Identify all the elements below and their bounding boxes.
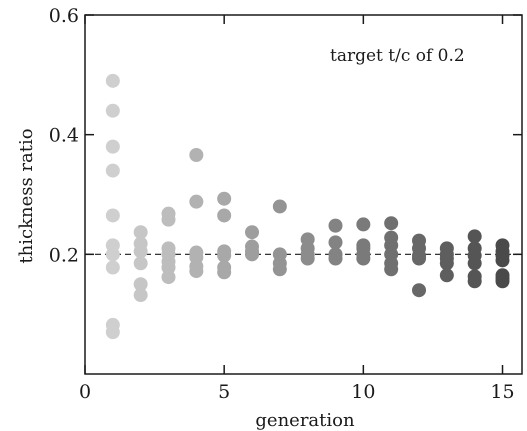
data-points [105,73,510,340]
data-point-gen15-3 [495,253,510,268]
data-point-gen12-3 [412,251,427,266]
data-point-gen4-1 [189,194,204,209]
x-axis-label: generation [255,410,355,431]
data-point-gen2-4 [133,277,148,292]
data-point-gen2-0 [133,225,148,240]
data-point-gen3-6 [161,270,176,285]
data-point-gen9-1 [328,235,343,250]
data-point-gen5-0 [217,191,232,206]
data-point-gen10-4 [356,251,371,266]
data-point-gen13-4 [439,268,454,283]
data-point-gen12-4 [412,283,427,298]
plot-border [84,14,523,375]
data-point-gen4-0 [189,148,204,163]
data-point-gen8-3 [300,251,315,266]
x-tick-label-15: 15 [490,381,514,403]
data-point-gen3-5 [161,260,176,275]
y-tick-label-0.6: 0.6 [49,5,79,27]
annotation-target: target t/c of 0.2 [330,46,465,66]
data-point-gen1-2 [105,139,120,154]
x-tick-label-5: 5 [218,381,230,403]
x-tick-label-0: 0 [79,381,91,403]
data-point-gen10-0 [356,217,371,232]
data-point-gen9-3 [328,251,343,266]
data-point-gen1-7 [105,260,120,275]
y-axis-label: thickness ratio [16,128,37,263]
data-point-gen14-5 [467,274,482,289]
data-point-gen1-3 [105,163,120,178]
data-point-gen1-4 [105,208,120,223]
y-tick-label-0.2: 0.2 [49,244,79,266]
axis-ticks: 0 5 10 15 0.2 0.4 0.6 [49,5,522,403]
data-point-gen15-6 [495,274,510,289]
data-point-gen5-1 [217,208,232,223]
data-point-gen6-3 [245,247,260,262]
plot-frame [84,14,523,375]
data-point-gen14-0 [467,229,482,244]
data-point-gen1-6 [105,247,120,262]
data-point-gen5-3 [217,248,232,263]
data-point-gen7-3 [272,262,287,277]
data-point-gen11-0 [384,216,399,231]
y-tick-label-0.4: 0.4 [49,125,79,147]
data-point-gen1-0 [105,73,120,88]
data-point-gen5-5 [217,265,232,280]
data-point-gen7-0 [272,199,287,214]
data-point-gen2-2 [133,244,148,259]
data-point-gen2-3 [133,256,148,271]
data-point-gen1-1 [105,103,120,118]
data-point-gen1-9 [105,325,120,340]
data-point-gen9-0 [328,218,343,233]
data-point-gen3-1 [161,212,176,227]
data-point-gen13-3 [439,256,454,271]
data-point-gen14-3 [467,256,482,271]
data-point-gen2-5 [133,288,148,303]
data-point-gen4-5 [189,264,204,279]
data-point-gen6-0 [245,225,260,240]
data-point-gen11-5 [384,262,399,277]
x-tick-label-10: 10 [351,381,375,403]
